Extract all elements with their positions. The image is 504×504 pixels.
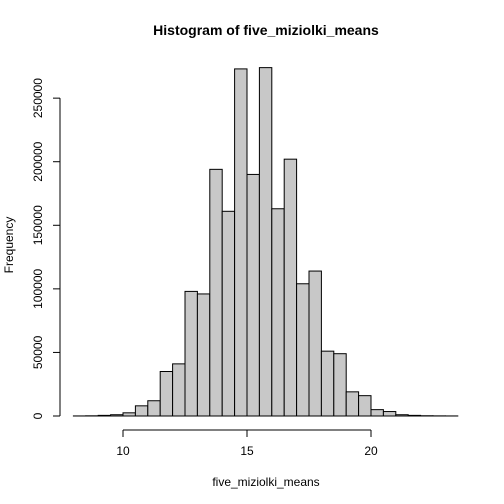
histogram-bar xyxy=(221,210,236,417)
histogram-bar xyxy=(308,270,322,417)
histogram-bar xyxy=(97,414,112,417)
histogram-bar xyxy=(271,208,285,417)
histogram-bar xyxy=(258,67,273,417)
histogram-bar xyxy=(134,405,149,417)
y-axis-label: Frequency xyxy=(2,217,16,274)
histogram-bar xyxy=(196,293,211,417)
histogram-bar xyxy=(209,168,223,417)
x-axis-label: five_miziolki_means xyxy=(212,475,319,489)
histogram-bar xyxy=(122,412,136,417)
x-tick-label: 20 xyxy=(364,444,378,458)
histogram-bar xyxy=(172,363,186,417)
histogram-bar xyxy=(296,283,310,417)
histogram-bar xyxy=(345,391,360,417)
y-tick-label: 0 xyxy=(31,412,45,419)
x-tick-label: 10 xyxy=(116,444,130,458)
histogram-bar xyxy=(333,353,347,417)
bars-group xyxy=(72,67,459,417)
y-tick-label: 50000 xyxy=(31,335,45,369)
histogram-bar xyxy=(147,400,161,417)
histogram-bar xyxy=(110,414,124,417)
y-tick-label: 150000 xyxy=(31,205,45,245)
histogram-bar xyxy=(234,68,248,417)
histogram-bar xyxy=(320,350,335,417)
histogram-bar xyxy=(246,173,260,417)
histogram-bar xyxy=(395,414,409,417)
x-axis: 10 15 20 xyxy=(116,429,378,458)
y-axis: 0 50000 100000 150000 200000 250000 xyxy=(31,78,61,419)
x-tick-label: 15 xyxy=(240,444,254,458)
chart-title: Histogram of five_miziolki_means xyxy=(153,22,379,38)
y-tick-label: 250000 xyxy=(31,78,45,118)
histogram-bar xyxy=(407,414,422,417)
histogram-bar xyxy=(382,411,397,417)
y-tick-label: 100000 xyxy=(31,269,45,309)
histogram-bar xyxy=(184,290,198,417)
histogram-bar xyxy=(370,409,384,417)
histogram-bar xyxy=(159,371,174,417)
histogram-bar xyxy=(283,158,298,417)
histogram-bar xyxy=(358,395,372,417)
y-tick-label: 200000 xyxy=(31,141,45,181)
